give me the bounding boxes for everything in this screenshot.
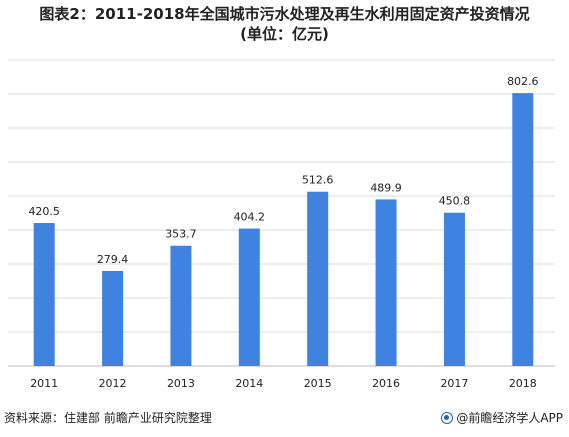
x-tick-labels: 2011 2012 2013 2014 2015 2016 2017 2018 bbox=[30, 377, 537, 390]
gridlines bbox=[8, 59, 555, 367]
bars bbox=[33, 93, 534, 366]
x-tick-2016: 2016 bbox=[372, 377, 400, 390]
x-tick-2013: 2013 bbox=[167, 377, 195, 390]
brand-text: @前瞻经济学人APP bbox=[456, 411, 563, 425]
bar-2018 bbox=[512, 93, 534, 366]
data-label-2016: 489.9 bbox=[370, 181, 402, 194]
bar-2012 bbox=[102, 271, 124, 366]
bar-2013 bbox=[170, 245, 192, 366]
x-tick-2018: 2018 bbox=[509, 377, 537, 390]
brand-credit: @前瞻经济学人APP bbox=[441, 409, 563, 426]
x-tick-2012: 2012 bbox=[99, 377, 127, 390]
chart-title: 图表2：2011-2018年全国城市污水处理及再生水利用固定资产投资情况 (单位… bbox=[0, 4, 569, 44]
x-tick-2017: 2017 bbox=[440, 377, 468, 390]
x-tick-2014: 2014 bbox=[235, 377, 263, 390]
qianzhan-logo-icon bbox=[441, 411, 454, 424]
source-note: 资料来源：住建部 前瞻产业研究院整理 bbox=[4, 411, 212, 425]
bar-2011 bbox=[33, 223, 55, 366]
data-label-2017: 450.8 bbox=[439, 195, 471, 208]
data-label-2014: 404.2 bbox=[234, 211, 266, 224]
chart-title-line1: 图表2：2011-2018年全国城市污水处理及再生水利用固定资产投资情况 bbox=[39, 5, 530, 23]
data-labels: 420.5 279.4 353.7 404.2 512.6 489.9 450.8 802.6 bbox=[28, 75, 538, 266]
data-label-2015: 512.6 bbox=[302, 174, 334, 187]
data-label-2011: 420.5 bbox=[28, 205, 60, 218]
data-label-2012: 279.4 bbox=[97, 253, 129, 266]
bar-2015 bbox=[307, 191, 329, 366]
data-label-2013: 353.7 bbox=[165, 228, 197, 241]
chart-title-line2: (单位：亿元) bbox=[240, 25, 329, 43]
bar-2017 bbox=[443, 212, 465, 366]
bar-2014 bbox=[238, 228, 260, 366]
bar-2016 bbox=[375, 199, 397, 366]
x-tick-2011: 2011 bbox=[30, 377, 58, 390]
x-tick-2015: 2015 bbox=[304, 377, 332, 390]
data-label-2018: 802.6 bbox=[507, 75, 539, 88]
